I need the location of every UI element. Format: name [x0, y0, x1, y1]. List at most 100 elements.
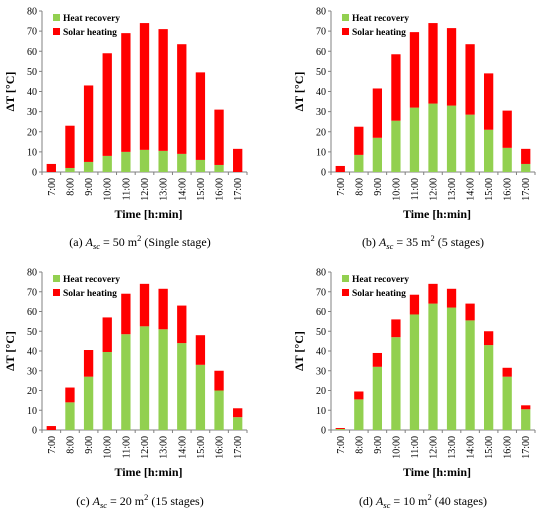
legend: Heat recovery Solar heating	[342, 275, 409, 299]
bar-heat-recovery-1400	[465, 114, 475, 172]
bar-heat-recovery-900	[372, 366, 382, 430]
y-tick-label: 70	[27, 27, 37, 38]
x-tick-label: 14:00	[466, 436, 477, 459]
x-tick-label: 16:00	[503, 178, 514, 201]
y-tick-label: 20	[316, 386, 326, 397]
x-tick-label: 11:00	[410, 436, 421, 458]
x-tick-label: 7:00	[336, 436, 347, 454]
bar-heat-recovery-1500	[195, 364, 206, 430]
y-tick-label: 50	[316, 327, 326, 338]
bar-heat-recovery-1400	[177, 343, 187, 430]
x-tick-label: 10:00	[103, 436, 114, 459]
y-axis-title: ΔT [°C]	[292, 331, 306, 371]
bar-solar-heating-1300	[446, 28, 457, 106]
bar-heat-recovery-900	[83, 376, 94, 430]
legend-label: Solar heating	[63, 28, 117, 38]
bar-solar-heating-1600	[214, 370, 224, 391]
x-tick-label: 10:00	[391, 436, 402, 459]
bar-heat-recovery-1000	[391, 337, 401, 430]
bar-solar-heating-1400	[465, 44, 475, 115]
bar-solar-heating-1000	[391, 319, 401, 338]
bar-heat-recovery-1500	[484, 129, 494, 172]
bar-heat-recovery-900	[372, 137, 382, 172]
bar-solar-heating-1100	[409, 32, 420, 108]
y-tick-label: 0	[321, 426, 326, 437]
y-tick-label: 60	[316, 307, 326, 318]
bar-solar-heating-1300	[158, 29, 168, 151]
bar-heat-recovery-1100	[409, 107, 420, 172]
bar-heat-recovery-1600	[502, 376, 512, 430]
x-tick-label: 14:00	[177, 178, 188, 201]
panel-caption: (c) Asc = 20 m2 (15 stages)	[76, 492, 203, 510]
bar-solar-heating-1400	[177, 305, 187, 344]
legend-label: Solar heating	[352, 289, 406, 299]
y-tick-label: 80	[316, 268, 326, 279]
x-tick-label: 13:00	[159, 436, 170, 459]
x-tick-label: 7:00	[336, 178, 347, 196]
bar-heat-recovery-1000	[391, 120, 401, 172]
bar-heat-recovery-1300	[158, 329, 168, 430]
y-tick-label: 70	[27, 287, 37, 298]
x-tick-label: 16:00	[215, 178, 226, 201]
legend: Heat recovery Solar heating	[53, 14, 120, 38]
x-tick-label: 17:00	[233, 436, 244, 459]
x-tick-label: 16:00	[215, 436, 226, 459]
legend-label: Heat recovery	[63, 14, 120, 24]
x-tick-label: 11:00	[121, 436, 132, 458]
y-tick-label: 60	[316, 47, 326, 58]
bar-heat-recovery-1600	[214, 390, 224, 430]
y-tick-label: 20	[316, 127, 326, 138]
bar-solar-heating-1300	[446, 288, 457, 308]
x-axis-title: Time [h:min]	[114, 207, 182, 221]
bar-heat-recovery-1300	[446, 307, 457, 430]
bar-solar-heating-1200	[428, 23, 438, 104]
x-tick-label: 7:00	[47, 178, 58, 196]
x-tick-label: 15:00	[484, 436, 495, 459]
bar-solar-heating-1100	[121, 293, 131, 335]
bar-heat-recovery-800	[354, 399, 364, 430]
legend-swatch	[53, 275, 60, 282]
x-tick-label: 17:00	[233, 178, 244, 201]
bar-solar-heating-800	[65, 125, 75, 168]
legend-swatch	[53, 28, 60, 35]
x-tick-label: 10:00	[103, 178, 114, 201]
x-tick-label: 16:00	[503, 436, 514, 459]
y-tick-label: 50	[316, 67, 326, 78]
x-tick-label: 8:00	[354, 178, 365, 196]
legend-swatch	[342, 289, 349, 296]
bar-solar-heating-1000	[102, 53, 112, 156]
legend-swatch	[342, 28, 349, 35]
bar-heat-recovery-1400	[465, 320, 475, 430]
bar-heat-recovery-700	[335, 429, 345, 430]
bar-solar-heating-700	[46, 163, 56, 172]
bar-solar-heating-700	[335, 428, 345, 430]
panel-caption: (a) Asc = 50 m2 (Single stage)	[69, 233, 210, 251]
y-tick-label: 0	[32, 426, 37, 437]
x-tick-label: 12:00	[429, 178, 440, 201]
bar-heat-recovery-1200	[428, 303, 438, 430]
chart-panel-3: 0 10 20 30 40 50 60 70 80 ΔT [°C] 7:00 8:00 9:00 10:0…	[3, 268, 248, 510]
y-tick-label: 10	[316, 147, 326, 158]
y-tick-label: 70	[316, 287, 326, 298]
legend-swatch	[53, 289, 60, 296]
y-tick-label: 30	[27, 107, 37, 118]
y-tick-label: 40	[27, 87, 37, 98]
y-tick-label: 80	[27, 7, 37, 18]
bar-solar-heating-1700	[233, 148, 243, 172]
x-tick-label: 12:00	[429, 436, 440, 459]
bar-solar-heating-900	[83, 350, 94, 377]
x-tick-label: 9:00	[84, 178, 95, 196]
y-tick-label: 10	[316, 406, 326, 417]
bar-solar-heating-1600	[502, 110, 512, 148]
bar-heat-recovery-1200	[139, 149, 150, 172]
bar-solar-heating-1500	[484, 331, 494, 346]
x-tick-label: 11:00	[410, 178, 421, 200]
bar-heat-recovery-1700	[233, 417, 243, 430]
x-tick-label: 15:00	[196, 178, 207, 201]
bar-solar-heating-800	[354, 391, 364, 400]
bar-heat-recovery-1100	[121, 334, 131, 430]
y-tick-label: 40	[27, 347, 37, 358]
legend-label: Solar heating	[352, 28, 406, 38]
legend: Heat recovery Solar heating	[53, 275, 120, 299]
x-tick-label: 15:00	[484, 178, 495, 201]
